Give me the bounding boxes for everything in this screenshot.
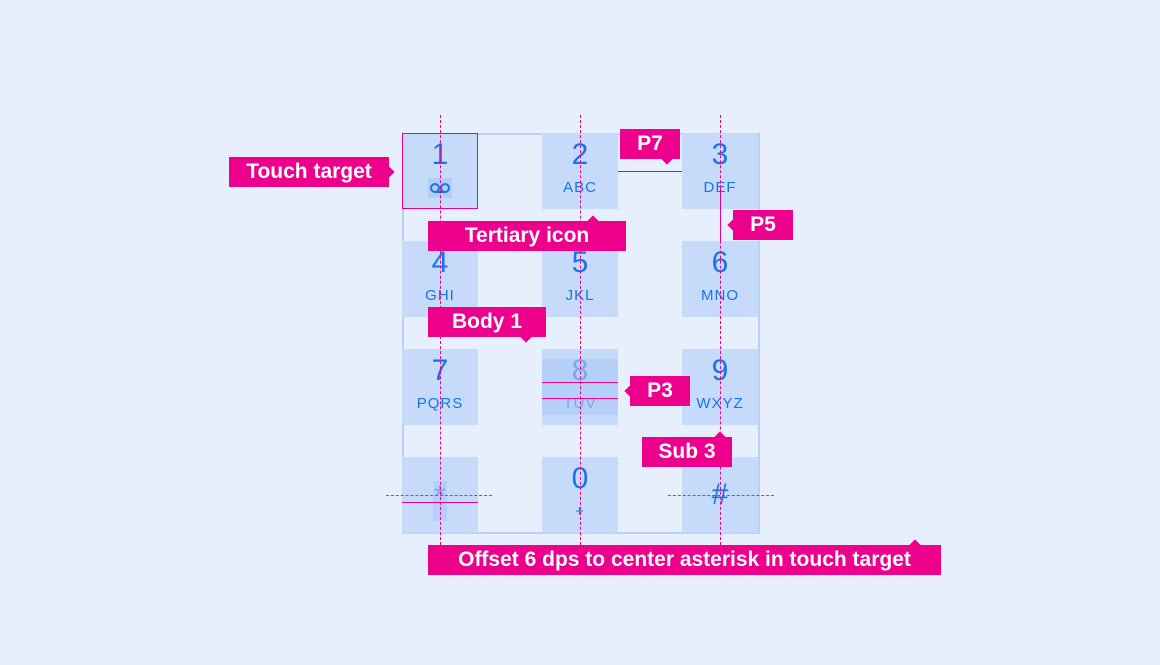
key-letters: TUV (563, 395, 597, 412)
key-letters: PQRS (416, 395, 464, 412)
key-letters: + (575, 503, 585, 520)
key-letters: GHI (425, 287, 455, 304)
key-letters: WXYZ (696, 395, 744, 412)
p3-label: P3 (630, 376, 690, 406)
guide-line (668, 495, 774, 496)
tertiary-icon-label: Tertiary icon (428, 221, 626, 251)
p5-label: P5 (733, 210, 793, 240)
key-letters: DEF (703, 179, 737, 196)
measure-line (720, 185, 721, 241)
guide-line (580, 115, 581, 545)
key-letters: ABC (563, 179, 597, 196)
touch-target-label: Touch target (229, 157, 389, 187)
guide-line (720, 115, 721, 545)
p7-label: P7 (620, 129, 680, 159)
measure-line (402, 502, 478, 503)
key-letters: JKL (565, 287, 595, 304)
measure-line (542, 382, 618, 383)
measure-line (542, 398, 618, 399)
guide-line (386, 495, 492, 496)
key-letters: MNO (701, 287, 739, 304)
measure-line (618, 171, 682, 172)
offset-label: Offset 6 dps to center asterisk in touch… (428, 545, 941, 575)
body1-label: Body 1 (428, 307, 546, 337)
sub3-label: Sub 3 (642, 437, 732, 467)
